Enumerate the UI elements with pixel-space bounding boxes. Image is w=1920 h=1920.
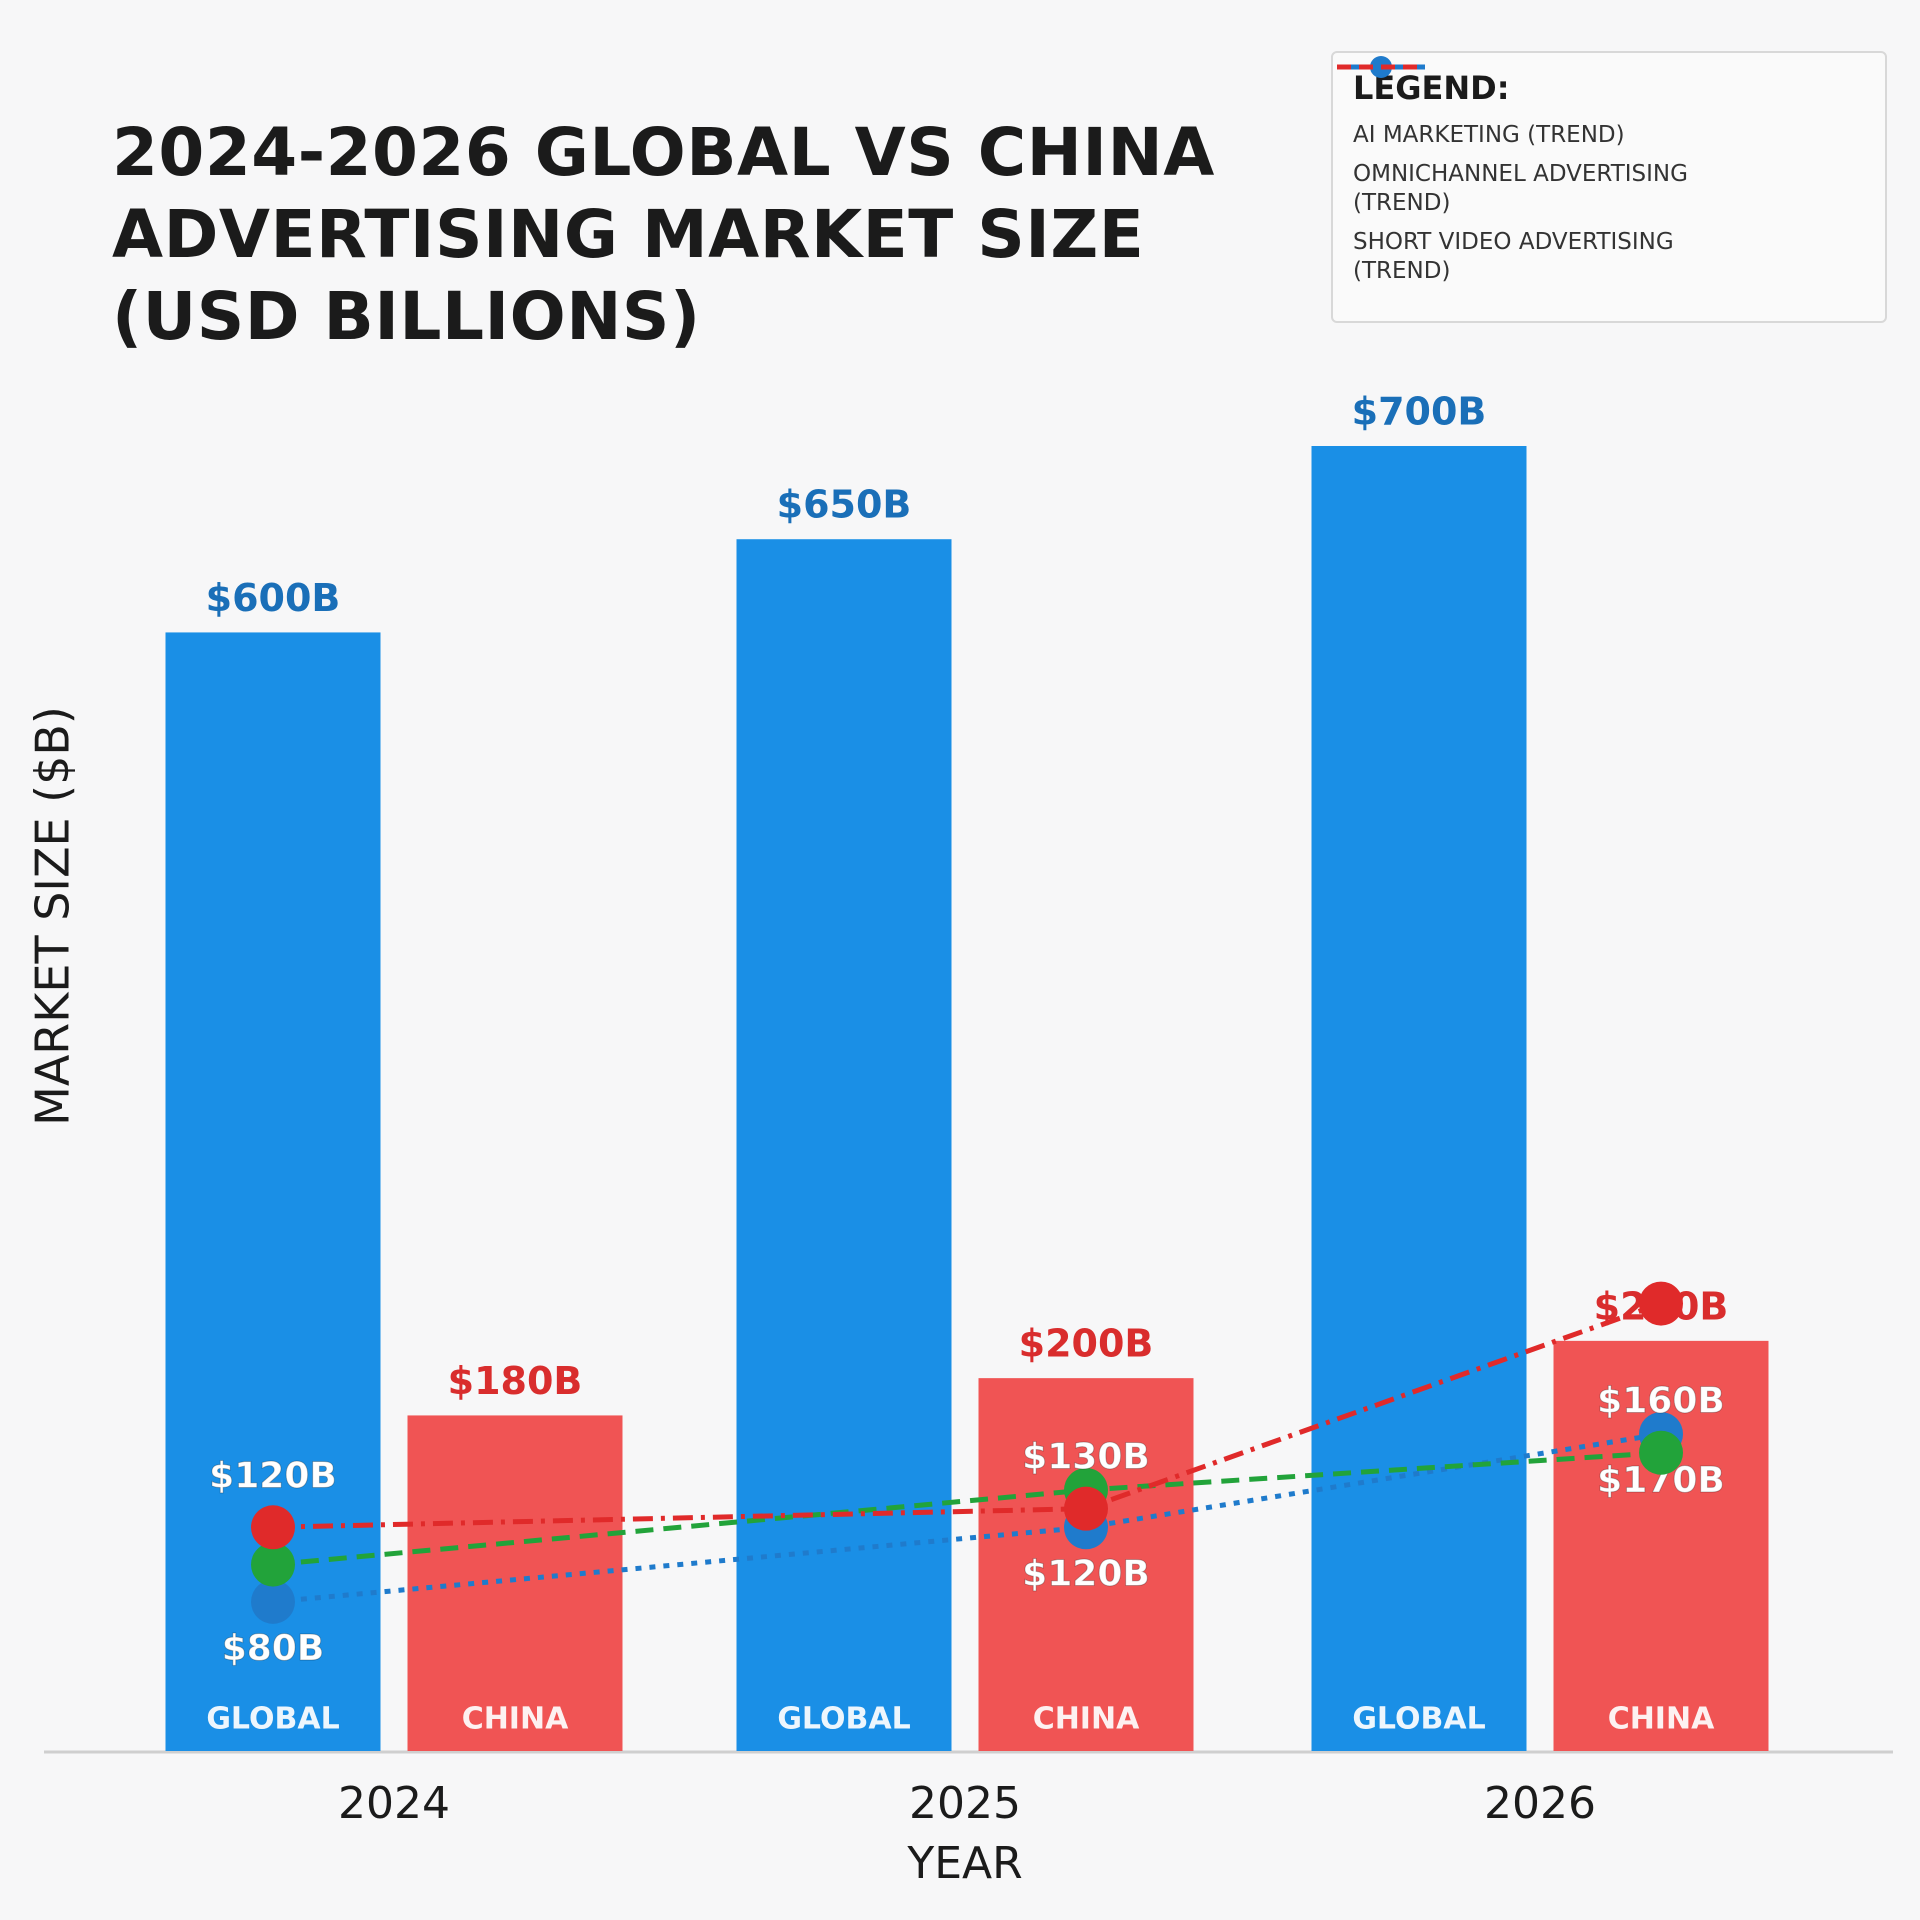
trend-value-label: $80B <box>222 1628 325 1669</box>
bar-series-label: GLOBAL <box>206 1702 339 1737</box>
trend-point <box>251 1542 295 1587</box>
x-tick-label: 2025 <box>909 1778 1021 1829</box>
bar <box>1311 446 1527 1751</box>
bar <box>978 1378 1194 1751</box>
bar-value-label: $650B <box>777 483 912 527</box>
bar-series-label: CHINA <box>1033 1702 1140 1737</box>
y-axis-title: MARKET SIZE ($B) <box>26 706 80 1126</box>
trend-value-label: $120B <box>209 1455 337 1496</box>
trend-point <box>1639 1281 1683 1326</box>
bar-value-label: $200B <box>1019 1322 1154 1366</box>
x-axis-title: YEAR <box>906 1838 1022 1889</box>
bar <box>1553 1340 1769 1751</box>
legend-label: OMNICHANNEL ADVERTISING (TREND) <box>1353 161 1688 216</box>
legend-label: SHORT VIDEO ADVERTISING (TREND) <box>1353 229 1674 284</box>
legend-swatch <box>1337 64 1425 70</box>
bar-series-label: CHINA <box>462 1702 569 1737</box>
bar-value-label: $600B <box>206 576 341 620</box>
bar-value-label: $700B <box>1352 390 1487 434</box>
bar-value-label: $180B <box>448 1359 583 1403</box>
trend-point <box>251 1579 295 1624</box>
legend-item: SHORT VIDEO ADVERTISING (TREND) <box>1337 64 1865 286</box>
trend-value-label: $130B <box>1022 1437 1150 1478</box>
trend-point <box>251 1505 295 1550</box>
bar-series-label: GLOBAL <box>777 1702 910 1737</box>
legend: LEGEND: AI MARKETING (TREND) OMNICHANNEL … <box>1331 51 1887 323</box>
bar-series-label: CHINA <box>1608 1702 1715 1737</box>
bar-series-label: GLOBAL <box>1352 1702 1485 1737</box>
x-tick-label: 2024 <box>338 1778 450 1829</box>
trend-value-label: $170B <box>1597 1460 1725 1501</box>
legend-label: AI MARKETING (TREND) <box>1353 122 1625 148</box>
chart-title: 2024-2026 GLOBAL VS CHINA ADVERTISING MA… <box>112 114 1215 355</box>
trend-point <box>1064 1486 1108 1531</box>
legend-item: OMNICHANNEL ADVERTISING (TREND) <box>1337 64 1865 218</box>
bar <box>736 539 952 1751</box>
trend-value-label: $160B <box>1597 1381 1725 1422</box>
x-tick-label: 2026 <box>1484 1778 1596 1829</box>
bar <box>407 1415 623 1751</box>
trend-value-label: $120B <box>1022 1553 1150 1594</box>
trend-point <box>1639 1430 1683 1475</box>
